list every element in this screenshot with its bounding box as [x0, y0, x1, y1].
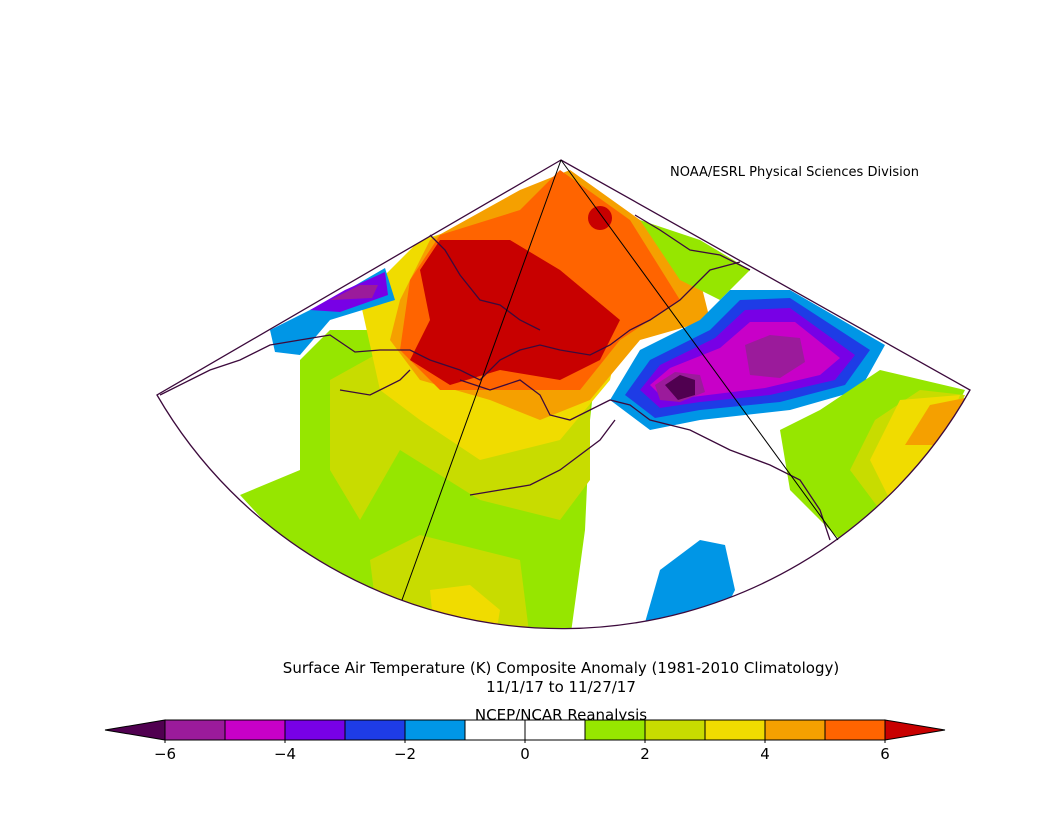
colorbar-box [644, 719, 706, 741]
meridian [401, 159, 562, 601]
colorbar: −6 −4 −2 0 2 4 6 [104, 719, 946, 763]
colorbar-high [884, 719, 946, 741]
map-field [157, 160, 970, 629]
colorbar-box [344, 719, 406, 741]
dates: 11/1/17 to 11/27/17 [486, 678, 636, 696]
credit: NOAA/ESRL Physical Sciences Division [670, 165, 919, 180]
map-frame [156, 159, 971, 630]
colorbar-tick-label: 0 [520, 745, 530, 763]
colorbar-box [464, 719, 526, 741]
colorbar-box [584, 719, 646, 741]
colorbar-box [284, 719, 346, 741]
coastlines [159, 214, 831, 541]
colorbar-box [164, 719, 226, 741]
meridian [560, 159, 839, 541]
colorbar-box [704, 719, 766, 741]
colorbar-box [404, 719, 466, 741]
colorbar-box [524, 719, 586, 741]
colorbar-box [824, 719, 886, 741]
colorbar-tick-label: 6 [880, 745, 890, 763]
colorbar-box [764, 719, 826, 741]
colorbar-tick-label: 2 [640, 745, 650, 763]
title: Surface Air Temperature (K) Composite An… [283, 659, 839, 677]
colorbar-tick-label: −2 [394, 745, 416, 763]
colorbar-tick-label: −4 [274, 745, 296, 763]
colorbar-tick-label: −6 [154, 745, 176, 763]
colorbar-low [104, 719, 166, 741]
colorbar-box [224, 719, 286, 741]
colorbar-tick-label: 4 [760, 745, 770, 763]
